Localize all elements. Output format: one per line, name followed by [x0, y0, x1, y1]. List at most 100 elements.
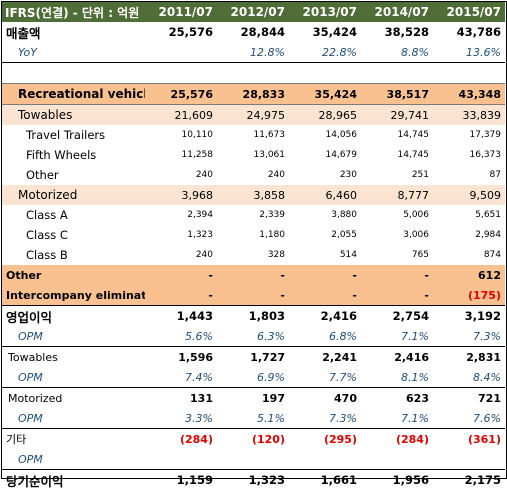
cell: (120) — [217, 429, 289, 450]
cell: 6,460 — [289, 185, 361, 205]
cell — [289, 449, 361, 470]
sales-row: 매출액 25,576 28,844 35,424 38,528 43,786 — [2, 22, 505, 42]
cell: (284) — [361, 429, 433, 450]
cell — [433, 449, 505, 470]
cell: 35,424 — [289, 84, 361, 105]
cell: 251 — [361, 165, 433, 185]
cell: 7.7% — [289, 367, 361, 388]
cell: 3,880 — [289, 205, 361, 225]
cell: 3,006 — [361, 225, 433, 245]
towables-other-row: Other 240 240 230 251 87 — [2, 165, 505, 185]
towables-op-row: Towables 1,596 1,727 2,241 2,416 2,831 — [2, 347, 505, 368]
cell: 1,323 — [217, 470, 289, 490]
row-label: Intercompany eliminations — [2, 285, 145, 306]
cell: 623 — [361, 388, 433, 409]
cell: 3,968 — [145, 185, 217, 205]
row-label: 당기순이익 — [2, 470, 145, 490]
cell: 2,416 — [289, 306, 361, 327]
year-header: 2011/07 — [145, 2, 217, 22]
cell: 874 — [433, 245, 505, 265]
year-header: 2012/07 — [217, 2, 289, 22]
cell — [361, 449, 433, 470]
rv-row: Recreational vehicles 25,576 28,833 35,4… — [2, 84, 505, 105]
row-label: Other — [2, 165, 145, 185]
year-header: 2015/07 — [433, 2, 505, 22]
motorized-op-row: Motorized 131 197 470 623 721 — [2, 388, 505, 409]
towables-row: Towables 21,609 24,975 28,965 29,741 33,… — [2, 105, 505, 126]
cell: 240 — [145, 165, 217, 185]
cell: 17,379 — [433, 125, 505, 145]
row-label: Other — [2, 265, 145, 285]
header-row: IFRS(연결) - 단위 : 억원 2011/07 2012/07 2013/… — [2, 2, 505, 22]
cell: 1,443 — [145, 306, 217, 327]
cell: 131 — [145, 388, 217, 409]
year-header: 2013/07 — [289, 2, 361, 22]
row-label: Class A — [2, 205, 145, 225]
cell: (295) — [289, 429, 361, 450]
cell: 5.6% — [145, 326, 217, 347]
cell: 14,679 — [289, 145, 361, 165]
cell: 7.1% — [361, 408, 433, 429]
etc-row: 기타 (284) (120) (295) (284) (361) — [2, 429, 505, 450]
cell: 2,831 — [433, 347, 505, 368]
row-label: Class C — [2, 225, 145, 245]
cell: 43,786 — [433, 22, 505, 42]
cell: 38,528 — [361, 22, 433, 42]
class-c-row: Class C 1,323 1,180 2,055 3,006 2,984 — [2, 225, 505, 245]
cell: 230 — [289, 165, 361, 185]
cell: 29,741 — [361, 105, 433, 126]
row-label: 매출액 — [2, 22, 145, 42]
cell: 24,975 — [217, 105, 289, 126]
opm-row: OPM 3.3% 5.1% 7.3% 7.1% 7.6% — [2, 408, 505, 429]
year-header: 2014/07 — [361, 2, 433, 22]
cell: (175) — [433, 285, 505, 306]
cell: 28,965 — [289, 105, 361, 126]
row-label: Motorized — [2, 388, 145, 409]
row-label: OPM — [2, 449, 145, 470]
cell: 1,323 — [145, 225, 217, 245]
cell: 3.3% — [145, 408, 217, 429]
cell: 514 — [289, 245, 361, 265]
cell: 721 — [433, 388, 505, 409]
intercompany-row: Intercompany eliminations - - - - (175) — [2, 285, 505, 306]
cell: 3,858 — [217, 185, 289, 205]
cell: - — [145, 285, 217, 306]
cell: - — [289, 285, 361, 306]
cell: 16,373 — [433, 145, 505, 165]
cell: 2,175 — [433, 470, 505, 490]
cell: 240 — [145, 245, 217, 265]
cell: 6.8% — [289, 326, 361, 347]
cell: - — [361, 265, 433, 285]
cell: - — [217, 265, 289, 285]
cell: 21,609 — [145, 105, 217, 126]
cell: 8,777 — [361, 185, 433, 205]
spacer-row — [2, 63, 505, 84]
cell: 2,055 — [289, 225, 361, 245]
cell: 33,839 — [433, 105, 505, 126]
cell: 3,192 — [433, 306, 505, 327]
cell: 38,517 — [361, 84, 433, 105]
cell: 2,394 — [145, 205, 217, 225]
row-label: OPM — [2, 367, 145, 388]
cell: - — [145, 265, 217, 285]
row-label: 기타 — [2, 429, 145, 450]
row-label: Class B — [2, 245, 145, 265]
row-label: Recreational vehicles — [2, 84, 145, 105]
cell: 10,110 — [145, 125, 217, 145]
row-label: Travel Trailers — [2, 125, 145, 145]
cell: 6.9% — [217, 367, 289, 388]
cell: 14,056 — [289, 125, 361, 145]
opm-row: OPM — [2, 449, 505, 470]
cell: 8.4% — [433, 367, 505, 388]
unit-label: IFRS(연결) - 단위 : 억원 — [2, 2, 145, 22]
cell: 1,661 — [289, 470, 361, 490]
cell: 5,006 — [361, 205, 433, 225]
cell: 11,673 — [217, 125, 289, 145]
cell: 470 — [289, 388, 361, 409]
cell: 2,241 — [289, 347, 361, 368]
cell — [145, 449, 217, 470]
cell: 7.1% — [361, 326, 433, 347]
cell: 25,576 — [145, 84, 217, 105]
cell: 8.8% — [361, 42, 433, 63]
fifth-wheels-row: Fifth Wheels 11,258 13,061 14,679 14,745… — [2, 145, 505, 165]
